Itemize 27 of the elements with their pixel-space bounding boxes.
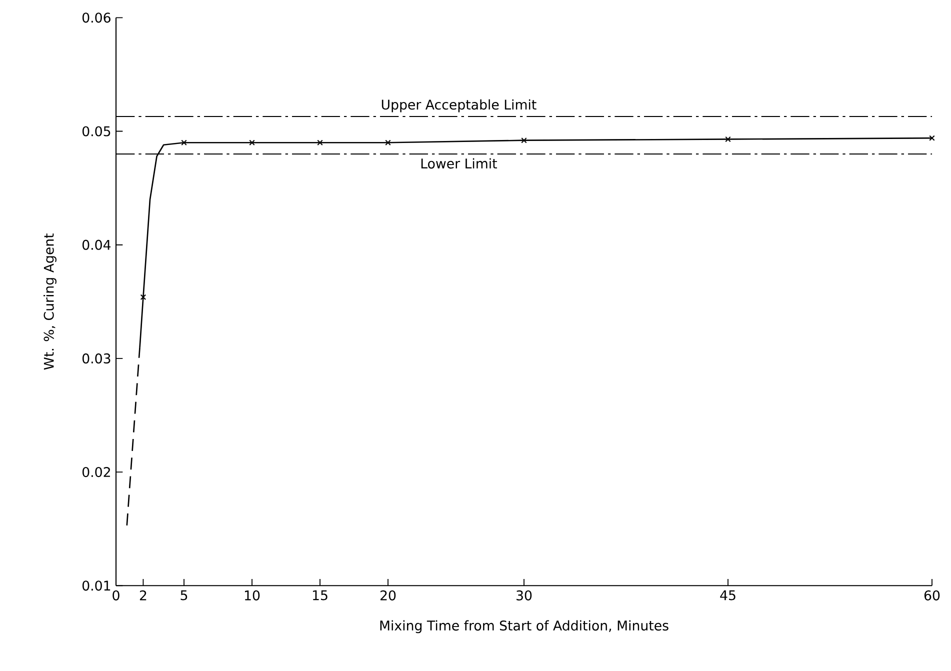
point bbox=[385, 140, 391, 146]
x-tick-label: 5 bbox=[180, 590, 188, 600]
y-tick-label: 0.01 bbox=[82, 580, 110, 591]
x-tick-label: 60 bbox=[924, 590, 940, 600]
x-tick-label: 45 bbox=[720, 590, 736, 600]
point bbox=[929, 135, 935, 141]
ref-line-label: Lower Limit bbox=[421, 158, 498, 169]
x-tick-label: 20 bbox=[380, 590, 396, 600]
x-tick-label: 10 bbox=[244, 590, 260, 600]
x-tick-label: 30 bbox=[516, 590, 532, 600]
point bbox=[317, 140, 323, 146]
y-tick-label: 0.06 bbox=[82, 12, 110, 23]
point bbox=[249, 140, 255, 146]
point bbox=[521, 137, 527, 144]
point bbox=[725, 136, 731, 142]
ref-line-label: Upper Acceptable Limit bbox=[382, 99, 536, 112]
x-tick-label: 2 bbox=[140, 590, 146, 600]
y-axis-title: Wt. %, Curing Agent bbox=[44, 233, 56, 370]
y-tick-label: 0.05 bbox=[82, 126, 110, 136]
y-tick-label: 0.03 bbox=[82, 353, 110, 364]
y-tick-label: 0.04 bbox=[82, 240, 111, 250]
x-tick-label: 15 bbox=[312, 590, 328, 600]
point bbox=[181, 140, 187, 146]
y-tick-label: 0.02 bbox=[82, 466, 110, 478]
point bbox=[140, 294, 146, 300]
x-tick-label: 0 bbox=[112, 590, 120, 600]
x-axis-title: Mixing Time from Start of Addition, Minutes bbox=[380, 620, 668, 634]
